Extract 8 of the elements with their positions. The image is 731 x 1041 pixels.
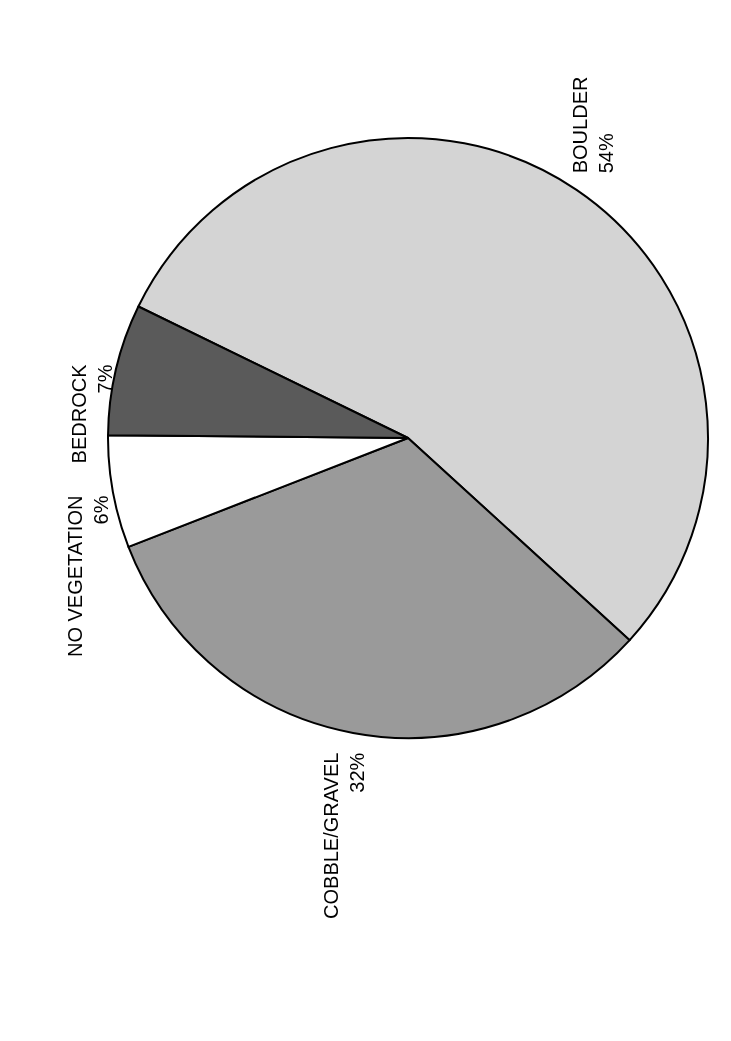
slice-label: BOULDER — [568, 76, 591, 174]
slice-label: NO VEGETATION — [64, 495, 87, 658]
data-label: 54% — [594, 133, 617, 174]
data-label: 7% — [93, 364, 116, 394]
slice-label: COBBLE/GRAVEL — [320, 752, 343, 919]
data-label: 32% — [346, 752, 369, 793]
data-label: 6% — [90, 495, 113, 525]
slice-label: BEDROCK — [67, 363, 90, 464]
